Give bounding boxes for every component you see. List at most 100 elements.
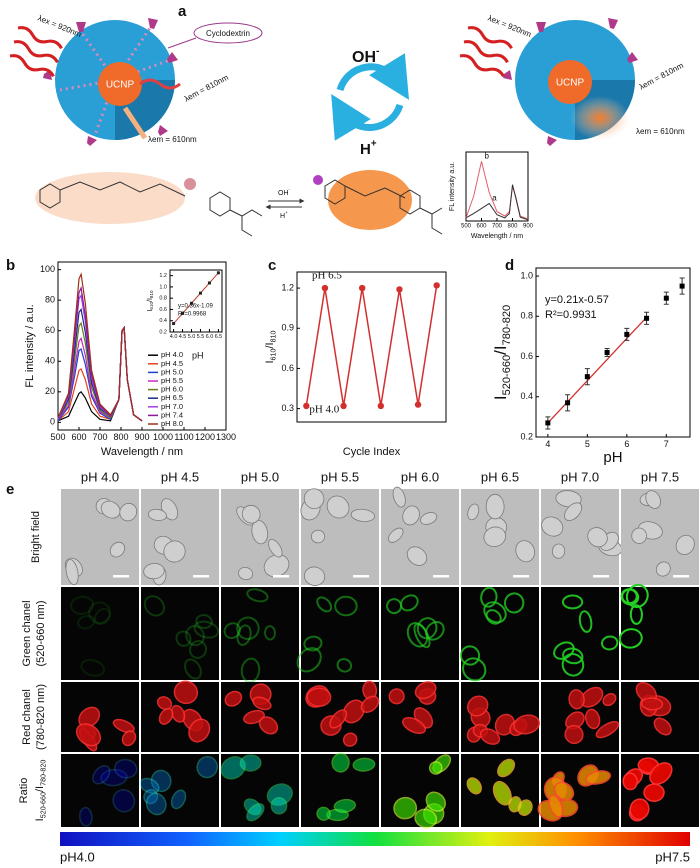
- emission-label: λem = 610nm: [636, 127, 685, 136]
- cell: [170, 789, 187, 810]
- reaction-acid: H+: [280, 210, 288, 220]
- emission-label: λem = 610nm: [148, 135, 197, 144]
- y-axis-label-part: I: [491, 395, 510, 400]
- image-bg: [61, 754, 139, 827]
- annotation: R²=0.9968: [178, 312, 207, 318]
- cell: [466, 695, 489, 717]
- cell: [618, 628, 643, 649]
- y-tick-label: 0.6: [281, 363, 294, 373]
- ucnp-core: [548, 60, 592, 104]
- cell: [188, 640, 208, 659]
- cell: [585, 708, 601, 730]
- column-label: pH 4.0: [81, 469, 119, 484]
- cell: [466, 777, 482, 795]
- scale-bar: [673, 575, 689, 578]
- legend-label: pH 7.0: [161, 402, 183, 411]
- micrograph: [459, 586, 539, 682]
- cell: [492, 780, 512, 806]
- excitation-arrows: [459, 26, 513, 78]
- cell: [649, 762, 673, 785]
- annotation: pH 6.5: [312, 270, 342, 282]
- y-axis-label-part: 520-660: [501, 355, 513, 396]
- y-tick-label: 60: [45, 325, 55, 335]
- cell: [173, 680, 199, 705]
- cell: [268, 539, 283, 558]
- cell: [65, 559, 79, 586]
- excitation-label: λex = 920nm: [36, 13, 82, 39]
- cell: [653, 717, 672, 736]
- cell: [333, 798, 356, 813]
- row-label: Green chanel: [21, 600, 33, 666]
- image-bg: [301, 587, 379, 680]
- cell: [100, 500, 121, 519]
- cell: [342, 732, 358, 747]
- cell: [400, 594, 419, 612]
- x-tick-label: 5.5: [197, 334, 205, 340]
- cell: [629, 604, 643, 625]
- cell: [515, 540, 536, 563]
- cell: [645, 490, 662, 509]
- cell: [114, 758, 138, 779]
- image-bg: [621, 587, 699, 680]
- point: [433, 282, 440, 289]
- y-tick-label: 80: [45, 295, 55, 305]
- cell: [428, 761, 443, 775]
- cell: [331, 752, 350, 773]
- cell: [88, 601, 111, 625]
- cell: [139, 777, 160, 794]
- image-bg: [61, 587, 139, 680]
- ball: [313, 175, 323, 185]
- ball: [184, 178, 196, 190]
- y-tick-label: 20: [45, 386, 55, 396]
- cell: [622, 772, 638, 791]
- annotation: y=0.21x-0.57: [545, 294, 609, 306]
- switch-base: OH-: [352, 46, 380, 67]
- cell: [655, 561, 671, 577]
- cell: [402, 716, 427, 735]
- micrograph: [381, 587, 459, 680]
- cell: [236, 624, 252, 646]
- cell: [352, 757, 376, 772]
- x-tick-label: 700: [492, 224, 503, 230]
- cell: [75, 723, 102, 747]
- cell: [602, 693, 617, 707]
- micrograph: [221, 682, 299, 752]
- legend-label: pH 5.0: [161, 367, 183, 376]
- cell: [92, 765, 111, 785]
- excitation-label: λex = 920nm: [486, 13, 532, 39]
- switch-acid: H+: [360, 138, 377, 158]
- cell: [316, 806, 331, 821]
- cell: [188, 718, 211, 743]
- cell: [143, 562, 165, 580]
- cell: [565, 711, 585, 730]
- image-bg: [141, 754, 219, 827]
- cell: [503, 592, 525, 614]
- cell: [578, 610, 593, 633]
- cell: [553, 641, 575, 660]
- cell: [241, 504, 261, 524]
- switch-acid-part: H: [360, 141, 371, 158]
- point: [545, 420, 551, 426]
- micrograph: [141, 587, 220, 680]
- ucnp-core: [98, 62, 142, 106]
- x-tick-label: 1100: [174, 432, 193, 442]
- cell: [485, 493, 505, 520]
- micrograph: [541, 587, 619, 680]
- cell: [258, 716, 279, 735]
- cell: [392, 486, 406, 508]
- cell: [296, 647, 322, 673]
- point: [303, 402, 310, 410]
- x-tick-label: 900: [523, 224, 534, 230]
- cell: [112, 718, 135, 734]
- cell: [121, 730, 137, 747]
- cyclodextrin-cones: [503, 18, 638, 146]
- x-tick-label: 1300: [216, 432, 236, 442]
- x-tick-label: 1000: [153, 432, 173, 442]
- plot-frame: [296, 271, 447, 423]
- y-tick-label: 0: [50, 417, 55, 427]
- cell: [497, 758, 516, 778]
- x-tick-label: 800: [507, 224, 518, 230]
- y-axis-label: FL intensity a.u.: [449, 162, 456, 211]
- point: [663, 295, 669, 301]
